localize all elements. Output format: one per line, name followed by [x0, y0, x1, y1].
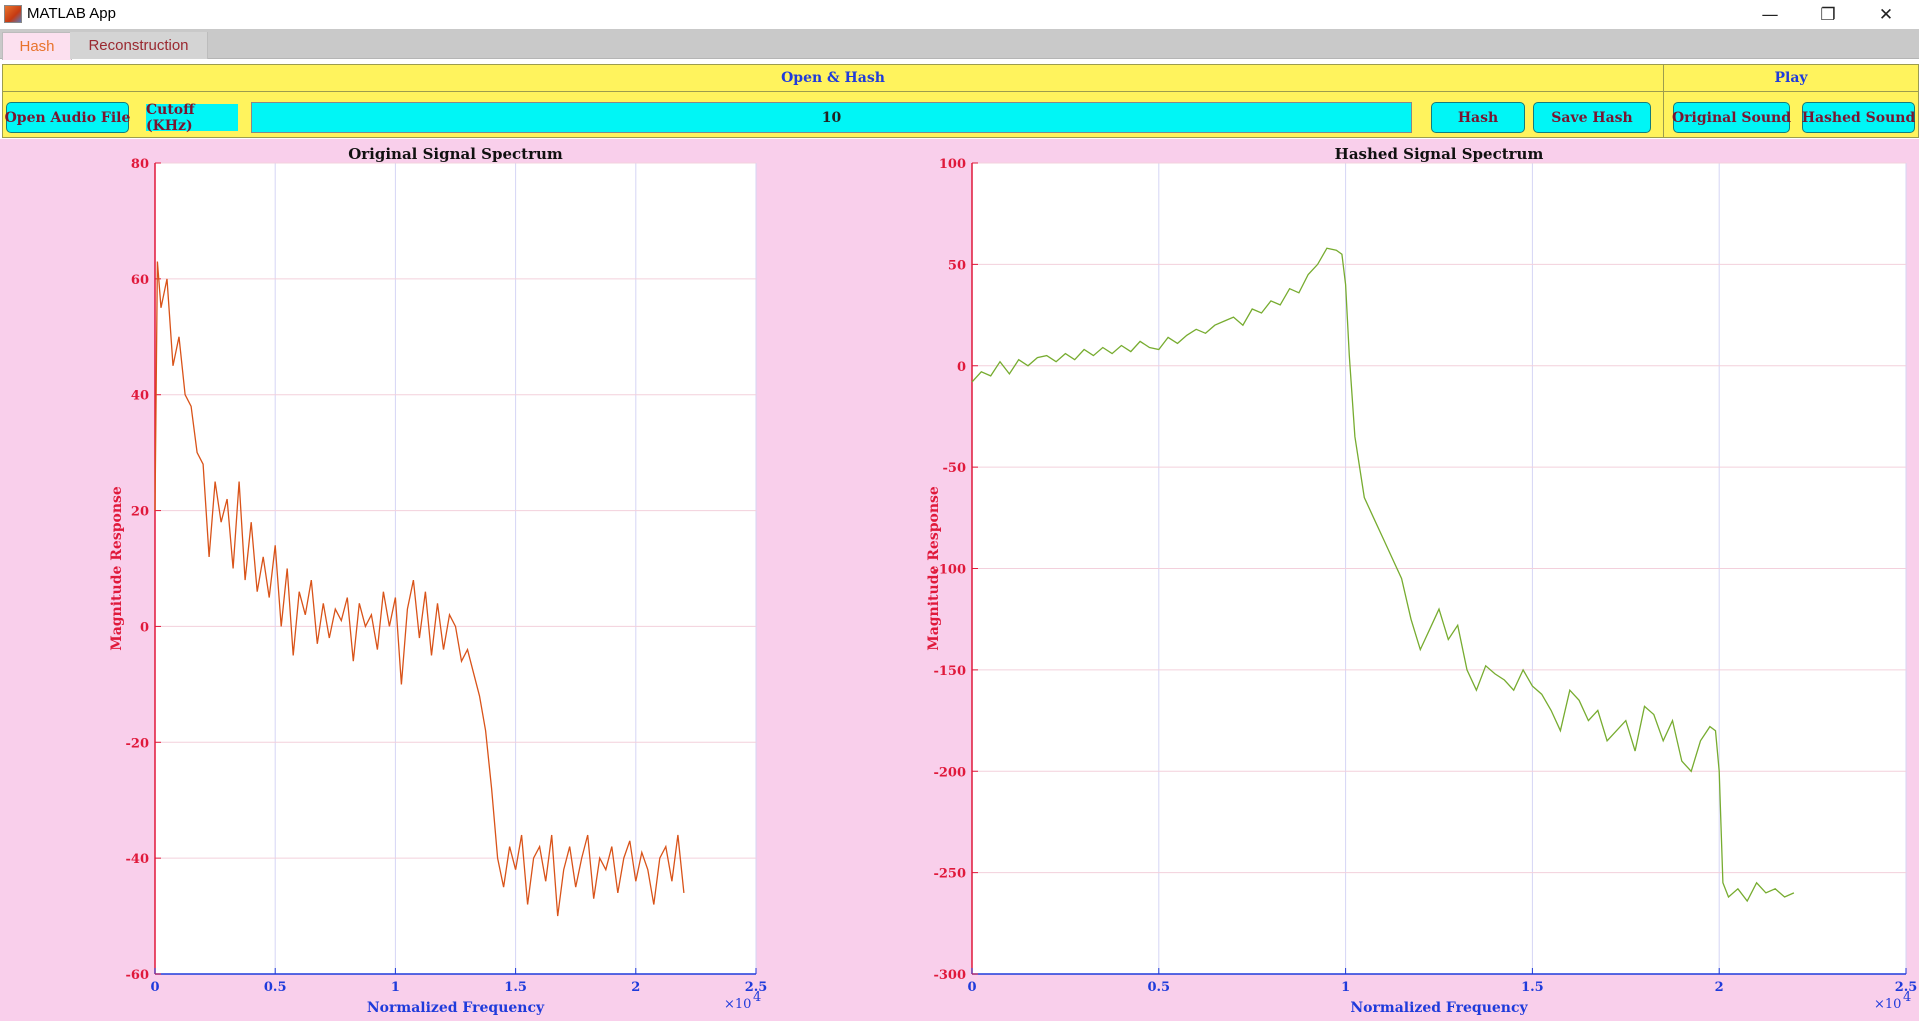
- restore-icon[interactable]: ❐: [1820, 4, 1836, 25]
- open-hash-panel: Open & Hash Open Audio File Cutoff (KHz)…: [2, 64, 1664, 138]
- x-tick-label: 1: [391, 980, 400, 995]
- y-tick-label: 60: [131, 273, 149, 288]
- x-tick-label: 0.5: [1147, 980, 1170, 995]
- chart-title: Original Signal Spectrum: [348, 145, 563, 163]
- tab-reconstruction[interactable]: Reconstruction: [70, 32, 208, 59]
- x-exponent-label: ×10: [724, 997, 751, 1012]
- y-tick-label: -200: [933, 765, 966, 780]
- original-sound-button[interactable]: Original Sound: [1672, 102, 1791, 133]
- y-tick-label: -300: [933, 968, 966, 983]
- window-titlebar: MATLAB App — ❐ ✕: [0, 0, 1919, 29]
- cutoff-input[interactable]: 10: [251, 102, 1412, 133]
- y-tick-label: -250: [933, 867, 966, 882]
- open-hash-panel-title: Open & Hash: [3, 65, 1663, 92]
- y-tick-label: 0: [957, 360, 966, 375]
- plot-area: 0 0.5 1 1.5 2 2.5 -60 -40 -20 0 20 40 60 80 ×10 4 Origin…: [0, 139, 1919, 1021]
- y-tick-label: 50: [948, 258, 966, 273]
- save-hash-button[interactable]: Save Hash: [1533, 102, 1651, 133]
- y-tick-label: 40: [131, 389, 149, 404]
- open-audio-file-button[interactable]: Open Audio File: [5, 102, 130, 133]
- x-tick-label: 0: [150, 980, 159, 995]
- y-tick-label: 100: [939, 157, 966, 172]
- x-axis-label: Normalized Frequency: [367, 1000, 545, 1016]
- tab-bar: Hash Reconstruction: [0, 29, 1919, 60]
- axes-background: [155, 163, 756, 974]
- y-tick-label: -150: [933, 664, 966, 679]
- x-exponent-power: 4: [753, 990, 761, 1005]
- y-tick-label: -40: [126, 852, 150, 867]
- close-icon[interactable]: ✕: [1878, 4, 1894, 25]
- x-tick-label: 1.5: [504, 980, 527, 995]
- x-axis-label: Normalized Frequency: [1350, 1000, 1528, 1016]
- cutoff-label: Cutoff (KHz): [146, 102, 238, 134]
- y-axis-label: Magnitude Response: [926, 486, 942, 651]
- x-tick-label: 0: [967, 980, 976, 995]
- y-tick-label: -60: [126, 968, 150, 983]
- y-tick-label: 0: [140, 620, 149, 635]
- original-spectrum-chart: 0 0.5 1 1.5 2 2.5 -60 -40 -20 0 20 40 60 80 ×10 4 Origin…: [109, 145, 767, 1016]
- y-tick-label: 80: [131, 157, 149, 172]
- x-tick-label: 2.5: [1895, 980, 1918, 995]
- matlab-logo-icon: [4, 5, 22, 23]
- chart-title: Hashed Signal Spectrum: [1335, 145, 1544, 163]
- y-tick-label: -50: [943, 461, 967, 476]
- x-exponent-power: 4: [1903, 990, 1911, 1005]
- x-tick-label: 2.5: [745, 980, 768, 995]
- hashed-spectrum-line: [971, 247, 1795, 903]
- y-tick-label: -20: [126, 736, 150, 751]
- original-spectrum-line: [154, 261, 685, 917]
- x-tick-label: 2: [631, 980, 640, 995]
- y-tick-label: -100: [933, 563, 966, 578]
- x-exponent-label: ×10: [1874, 997, 1901, 1012]
- y-tick-label: 20: [131, 505, 149, 520]
- window-title: MATLAB App: [27, 5, 116, 22]
- x-tick-label: 1: [1341, 980, 1350, 995]
- x-tick-label: 0.5: [264, 980, 287, 995]
- hashed-spectrum-chart: 0 0.5 1 1.5 2 2.5 -300 -250 -200 -150 -100 -50 0 50 10…: [926, 145, 1917, 1016]
- hash-button[interactable]: Hash: [1431, 102, 1525, 133]
- x-tick-label: 1.5: [1521, 980, 1544, 995]
- tab-hash[interactable]: Hash: [2, 32, 72, 60]
- x-tick-label: 2: [1715, 980, 1724, 995]
- y-axis-label: Magnitude Response: [109, 486, 125, 651]
- hashed-sound-button[interactable]: Hashed Sound: [1802, 102, 1915, 133]
- play-panel: Play Original Sound Hashed Sound: [1663, 64, 1919, 138]
- play-panel-title: Play: [1664, 65, 1918, 92]
- minimize-icon[interactable]: —: [1761, 4, 1779, 25]
